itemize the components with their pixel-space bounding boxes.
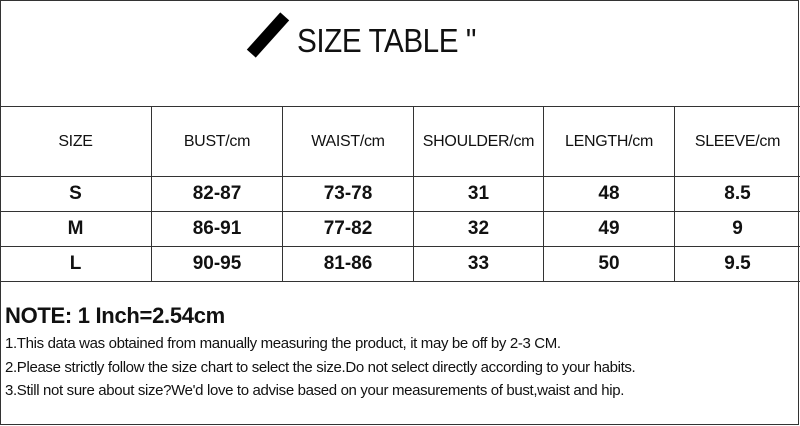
cell-waist: 73-78 <box>282 176 414 212</box>
page-title: SIZE TABLE " <box>297 22 477 59</box>
cell-shoulder: 31 <box>413 176 544 212</box>
notes-section: NOTE: 1 Inch=2.54cm 1.This data was obta… <box>5 303 636 406</box>
cell-bust: 90-95 <box>151 246 283 282</box>
cell-shoulder: 33 <box>413 246 544 282</box>
cell-waist: 81-86 <box>282 246 414 282</box>
header-bust: BUST/cm <box>151 106 283 177</box>
cell-size: M <box>0 211 152 247</box>
cell-shoulder: 32 <box>413 211 544 247</box>
size-table: SIZE BUST/cm WAIST/cm SHOULDER/cm LENGTH… <box>0 106 800 282</box>
cell-size: S <box>0 176 152 212</box>
table-row: M 86-91 77-82 32 49 9 <box>0 211 800 247</box>
header-shoulder: SHOULDER/cm <box>413 106 544 177</box>
note-title: NOTE: 1 Inch=2.54cm <box>5 303 225 328</box>
cell-waist: 77-82 <box>282 211 414 247</box>
table-row: S 82-87 73-78 31 48 8.5 <box>0 176 800 212</box>
cell-bust: 82-87 <box>151 176 283 212</box>
slash-decoration-icon <box>246 12 290 58</box>
table-row: L 90-95 81-86 33 50 9.5 <box>0 246 800 282</box>
table-header-row: SIZE BUST/cm WAIST/cm SHOULDER/cm LENGTH… <box>0 106 800 177</box>
cell-size: L <box>0 246 152 282</box>
note-line: 2.Please strictly follow the size chart … <box>5 358 636 376</box>
cell-length: 49 <box>543 211 675 247</box>
cell-sleeve: 9 <box>674 211 800 247</box>
title-section: SIZE TABLE " <box>0 0 800 107</box>
header-sleeve: SLEEVE/cm <box>674 106 800 177</box>
note-line: 3.Still not sure about size?We'd love to… <box>5 382 625 399</box>
cell-sleeve: 9.5 <box>674 246 800 282</box>
header-waist: WAIST/cm <box>282 106 414 177</box>
header-length: LENGTH/cm <box>543 106 675 177</box>
cell-bust: 86-91 <box>151 211 283 247</box>
cell-length: 48 <box>543 176 675 212</box>
cell-sleeve: 8.5 <box>674 176 800 212</box>
cell-length: 50 <box>543 246 675 282</box>
note-line: 1.This data was obtained from manually m… <box>5 335 561 352</box>
header-size: SIZE <box>0 106 152 177</box>
